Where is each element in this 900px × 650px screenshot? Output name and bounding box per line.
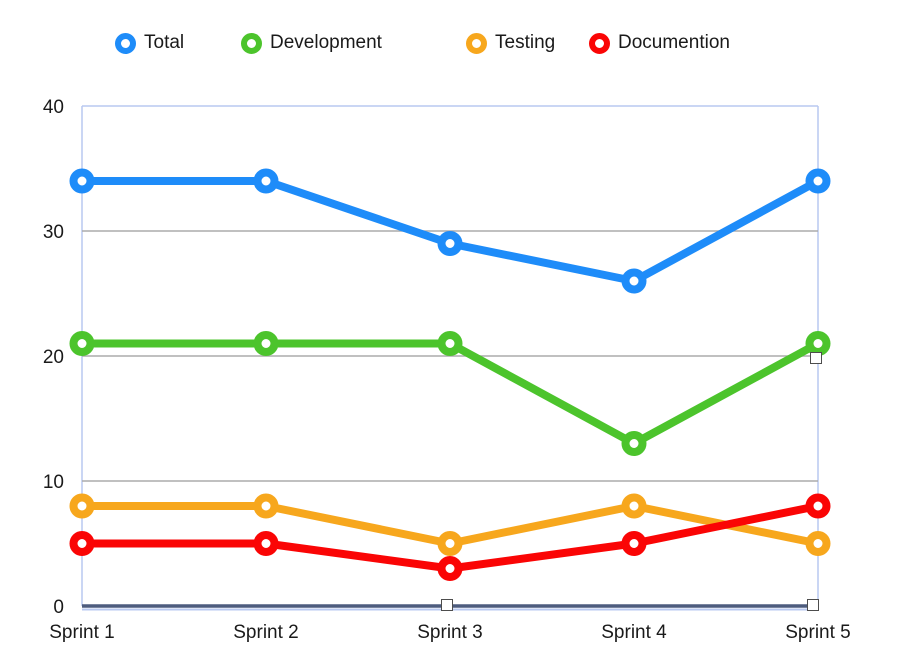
legend-label-development: Development — [270, 32, 382, 53]
data-point-marker-documention — [805, 493, 831, 519]
testing-series-marker-icon — [466, 32, 487, 54]
data-point-marker-documention — [621, 531, 647, 556]
x-axis-category-label: Sprint 5 — [785, 622, 850, 643]
selection-handle[interactable] — [441, 599, 453, 611]
data-point-marker-total — [621, 268, 647, 294]
data-point-marker-testing — [805, 531, 831, 556]
y-axis-tick-label: 10 — [43, 472, 64, 493]
x-axis-category-label: Sprint 2 — [233, 622, 298, 643]
y-axis-tick-label: 20 — [43, 347, 64, 368]
x-axis-category-label: Sprint 3 — [417, 622, 482, 643]
selection-handle[interactable] — [810, 352, 822, 364]
data-point-marker-testing — [253, 493, 279, 519]
legend-item-testing: Testing — [466, 32, 555, 54]
data-point-marker-documention — [253, 531, 279, 556]
data-point-marker-development — [621, 431, 647, 456]
legend-label-total: Total — [144, 32, 185, 53]
series-line-development — [78, 339, 822, 448]
y-axis-tick-label: 0 — [53, 597, 64, 618]
selection-handle[interactable] — [807, 599, 819, 611]
data-point-marker-development — [69, 331, 95, 356]
data-point-marker-documention — [69, 531, 95, 556]
data-point-marker-testing — [621, 493, 647, 519]
data-point-marker-total — [69, 168, 95, 194]
data-point-marker-documention — [437, 556, 463, 581]
legend-item-development: Development — [241, 32, 382, 54]
total-series-marker-icon — [115, 32, 136, 54]
y-axis-tick-label: 30 — [43, 222, 64, 243]
x-axis-category-label: Sprint 4 — [601, 622, 667, 643]
documention-series-marker-icon — [589, 32, 610, 54]
legend-label-testing: Testing — [495, 32, 556, 53]
data-point-marker-development — [437, 331, 463, 356]
y-axis-tick-label: 40 — [43, 97, 64, 118]
legend-item-total: Total — [115, 32, 184, 54]
data-point-marker-total — [253, 168, 279, 194]
data-point-marker-total — [805, 168, 831, 194]
legend-item-documention: Documention — [589, 32, 730, 54]
data-point-marker-testing — [437, 531, 463, 556]
data-point-marker-development — [805, 331, 831, 356]
data-point-marker-development — [253, 331, 279, 356]
legend-label-documention: Documention — [618, 32, 730, 53]
development-series-marker-icon — [241, 32, 262, 54]
data-point-marker-testing — [69, 493, 95, 519]
data-point-marker-total — [437, 231, 463, 256]
x-axis-category-label: Sprint 1 — [49, 622, 114, 643]
